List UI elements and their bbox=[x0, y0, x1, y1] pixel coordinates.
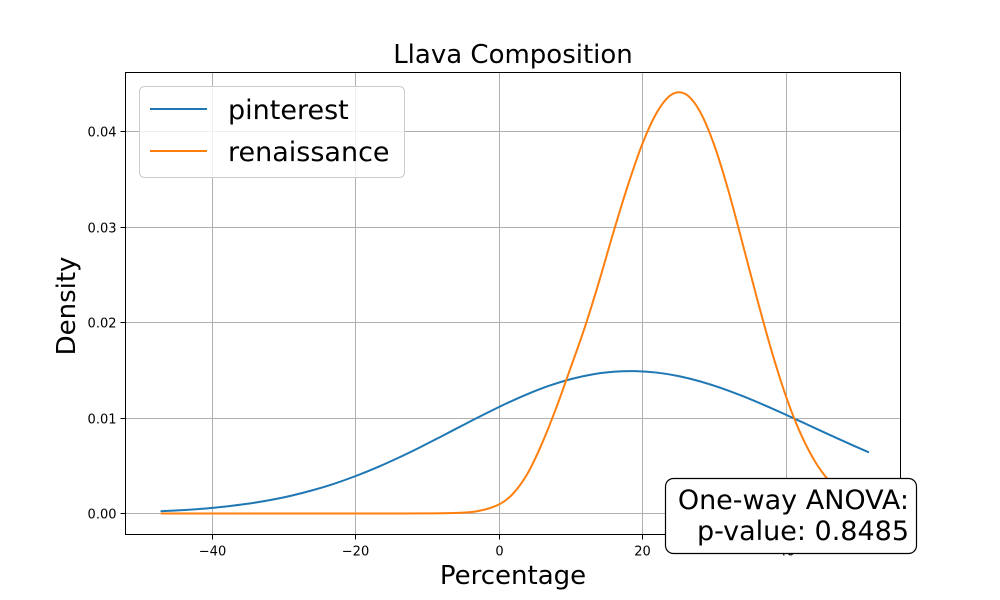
y-tick-label: 0.03 bbox=[88, 222, 117, 237]
legend-label-pinterest: pinterest bbox=[228, 95, 349, 126]
series-line-renaissance bbox=[160, 91, 870, 515]
y-tick-label: 0.02 bbox=[88, 317, 117, 332]
chart-title: Llava Composition bbox=[393, 40, 633, 70]
x-axis-title: Percentage bbox=[440, 561, 586, 591]
anova-annotation: One-way ANOVA: p-value: 0.8485 bbox=[664, 477, 918, 555]
anova-box bbox=[664, 477, 918, 555]
legend: pinterest renaissance bbox=[139, 86, 405, 178]
x-tick-label: 0 bbox=[495, 545, 503, 560]
anova-line-2: p-value: 0.8485 bbox=[697, 516, 909, 547]
y-tick-label: 0.01 bbox=[88, 413, 117, 428]
plot-frame bbox=[125, 72, 901, 535]
anova-line-1: One-way ANOVA: bbox=[678, 485, 909, 516]
y-tick-label: 0.04 bbox=[88, 126, 117, 141]
x-tick-label: −20 bbox=[342, 545, 369, 560]
legend-label-renaissance: renaissance bbox=[228, 137, 390, 168]
x-tick-label: −40 bbox=[199, 545, 226, 560]
series-layer bbox=[160, 91, 870, 515]
x-tick-label: 20 bbox=[634, 545, 651, 560]
y-tick-label: 0.00 bbox=[88, 508, 117, 523]
y-axis-title: Density bbox=[52, 257, 82, 356]
series-line-pinterest bbox=[160, 370, 870, 513]
